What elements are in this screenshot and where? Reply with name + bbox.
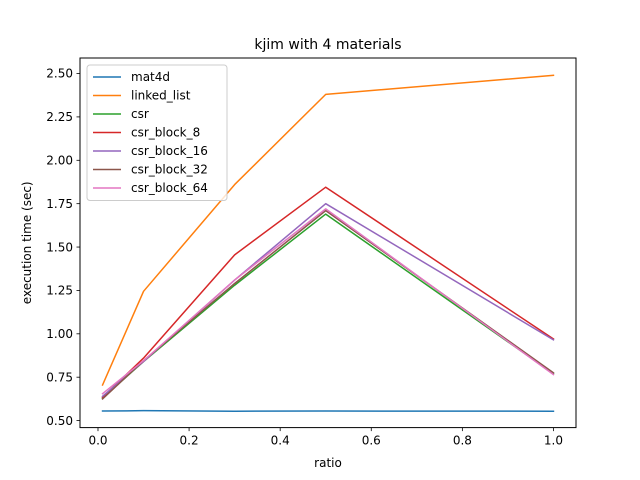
x-tick-label: 0.2 [180,434,199,448]
y-tick-label: 2.25 [46,110,73,124]
legend-label: mat4d [131,70,170,84]
y-tick-label: 1.75 [46,197,73,211]
y-tick-label: 2.50 [46,67,73,81]
chart-title: kjim with 4 materials [254,37,401,53]
plot-frame [79,57,577,429]
x-axis-ticks: 0.0 0.2 0.4 0.6 0.8 1.0 [88,427,563,448]
legend-frame [86,64,228,201]
legend-label: csr [131,107,149,121]
legend-label: linked_list [131,89,191,103]
y-axis-ticks: 0.50 0.75 1.00 1.25 1.50 1.75 2.00 2.25 2.50 [46,67,80,428]
legend-label: csr_block_16 [131,144,208,158]
y-tick-label: 0.50 [46,414,73,428]
x-tick-label: 0.0 [88,434,107,448]
y-tick-label: 1.00 [46,327,73,341]
x-tick-label: 0.8 [453,434,472,448]
y-tick-label: 1.25 [46,284,73,298]
legend-label: csr_block_32 [131,163,208,177]
y-tick-label: 2.00 [46,153,73,167]
x-tick-label: 0.6 [362,434,381,448]
series-line-mat4d [101,409,555,412]
x-tick-label: 1.0 [544,434,563,448]
legend-label: csr_block_8 [131,126,200,140]
y-axis-label: execution time (sec) [20,181,34,304]
series-line-csr-block-64 [101,208,555,395]
series-layer [101,74,555,412]
series-line-linked-list [101,74,555,386]
y-tick-label: 1.50 [46,240,73,254]
legend-label: csr_block_64 [131,181,208,195]
x-axis-label: ratio [314,456,342,470]
y-tick-label: 0.75 [46,370,73,384]
x-tick-label: 0.4 [271,434,290,448]
